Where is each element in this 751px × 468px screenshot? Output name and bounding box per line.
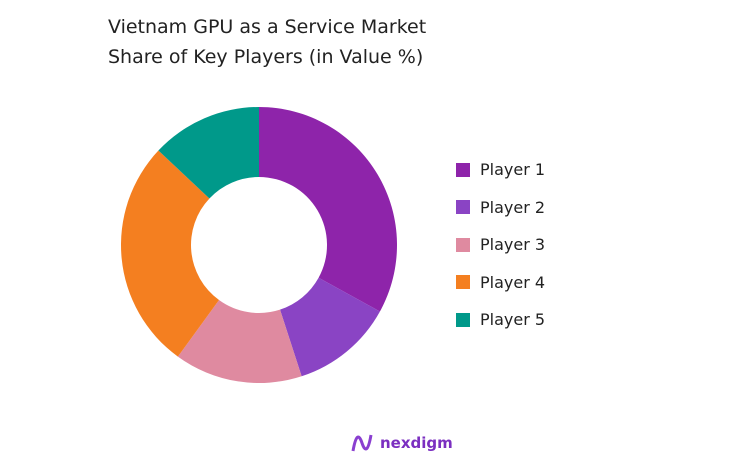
slice-player-3 <box>177 300 302 384</box>
slice-player-1 <box>259 107 397 312</box>
logo-text: nexdigm <box>380 434 453 452</box>
legend-swatch <box>456 237 470 252</box>
legend-item: Player 1 <box>456 160 545 179</box>
nexdigm-logo: nexdigm <box>350 432 453 454</box>
legend-item: Player 3 <box>456 235 545 254</box>
legend-swatch <box>456 275 470 289</box>
legend-item: Player 4 <box>456 273 545 292</box>
chart-title: Vietnam GPU as a Service Market Share of… <box>108 16 427 68</box>
legend-swatch <box>456 162 470 177</box>
legend-label: Player 2 <box>480 197 546 217</box>
legend-label: Player 4 <box>480 272 546 292</box>
legend-swatch <box>456 312 470 327</box>
legend-label: Player 1 <box>480 160 546 179</box>
slice-player-4 <box>120 150 220 357</box>
legend-item: Player 5 <box>456 310 545 329</box>
legend-label: Player 5 <box>480 310 546 329</box>
logo-icon <box>351 434 373 452</box>
legend-item: Player 2 <box>456 198 545 217</box>
legend-swatch <box>456 200 470 214</box>
slice-player-2 <box>280 277 380 377</box>
legend-label: Player 3 <box>480 235 546 254</box>
slice-player-5 <box>158 107 259 199</box>
